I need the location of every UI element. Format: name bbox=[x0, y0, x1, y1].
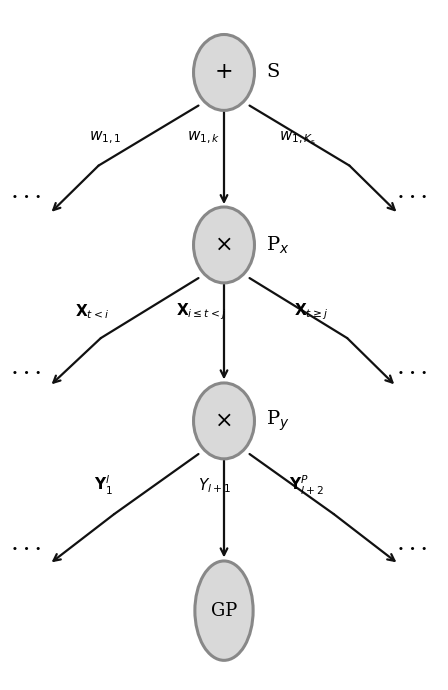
Text: P$_x$: P$_x$ bbox=[266, 235, 289, 255]
Text: ×: × bbox=[215, 234, 233, 256]
Ellipse shape bbox=[194, 34, 254, 110]
Ellipse shape bbox=[195, 561, 253, 660]
Text: $\mathbf{Y}_1^l$: $\mathbf{Y}_1^l$ bbox=[94, 474, 112, 497]
Text: . . .: . . . bbox=[397, 361, 427, 377]
Text: . . .: . . . bbox=[12, 361, 42, 377]
Text: $w_{1,k}$: $w_{1,k}$ bbox=[187, 130, 220, 146]
Ellipse shape bbox=[194, 207, 254, 283]
Text: $w_{1,K_{\rm s}}$: $w_{1,K_{\rm s}}$ bbox=[279, 129, 317, 147]
Text: GP: GP bbox=[211, 602, 237, 620]
Text: $\mathbf{X}_{t<i}$: $\mathbf{X}_{t<i}$ bbox=[75, 302, 109, 322]
Text: ×: × bbox=[215, 410, 233, 432]
Text: . . .: . . . bbox=[12, 537, 42, 553]
Text: . . .: . . . bbox=[397, 537, 427, 553]
Text: $w_{1,1}$: $w_{1,1}$ bbox=[89, 130, 121, 146]
Text: S: S bbox=[266, 63, 280, 81]
Ellipse shape bbox=[194, 383, 254, 459]
Text: . . .: . . . bbox=[12, 185, 42, 201]
Text: $\mathbf{X}_{t\geq j}$: $\mathbf{X}_{t\geq j}$ bbox=[294, 302, 328, 322]
Text: $Y_{l+1}$: $Y_{l+1}$ bbox=[198, 476, 232, 495]
Text: P$_y$: P$_y$ bbox=[266, 408, 290, 433]
Text: $\mathbf{X}_{i\leq t<j}$: $\mathbf{X}_{i\leq t<j}$ bbox=[177, 302, 227, 322]
Text: . . .: . . . bbox=[397, 185, 427, 201]
Text: $\mathbf{Y}_{l+2}^P$: $\mathbf{Y}_{l+2}^P$ bbox=[289, 474, 324, 497]
Text: +: + bbox=[215, 61, 233, 83]
